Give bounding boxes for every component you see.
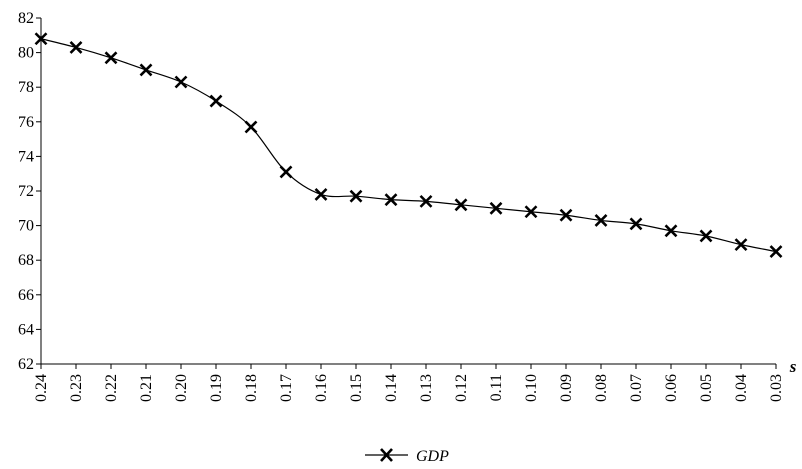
x-tick-label: 0.17 [278,374,295,402]
x-tick-label: 0.09 [558,374,575,402]
data-point [174,75,188,89]
x-tick-label: 0.10 [523,374,540,402]
data-point [489,201,503,215]
x-tick-label: 0.06 [663,374,680,402]
data-point [209,94,223,108]
y-tick-label: 64 [18,321,34,338]
data-point [244,120,258,134]
x-tick-label: 0.07 [628,374,645,402]
x-tick-label: 0.16 [313,374,330,402]
x-tick-label: 0.18 [243,374,260,402]
x-tick-label: 0.12 [453,374,470,402]
data-point [419,194,433,208]
legend-marker-icon [380,448,393,462]
x-tick-label: 0.15 [348,374,365,402]
legend: GDP [365,448,449,465]
x-axis: 0.24 0.23 0.22 0.21 0.20 0.19 0.18 0.17 0.16 0.15… [33,363,785,402]
data-point [69,40,83,54]
y-tick-label: 78 [18,79,34,96]
data-point [524,205,538,219]
y-tick-label: 74 [18,148,34,165]
y-tick-label: 68 [18,252,34,269]
data-point [594,213,608,227]
y-tick-label: 82 [18,10,34,27]
data-point [559,208,573,222]
data-point [349,189,363,203]
x-tick-label: 0.08 [593,374,610,402]
y-axis: 62 64 66 68 70 72 74 76 78 80 82 [18,10,42,373]
legend-label-gdp: GDP [416,448,449,465]
series-line [40,38,777,253]
x-tick-label: 0.21 [138,374,155,402]
data-point [384,193,398,207]
x-tick-label: 0.04 [733,374,750,402]
data-point [664,224,678,238]
data-point [454,198,468,212]
data-point [279,165,293,179]
x-tick-label: 0.11 [488,374,505,401]
data-point [699,229,713,243]
x-tick-label: 0.24 [33,374,50,402]
x-tick-label: 0.03 [768,374,785,402]
x-tick-label: 0.22 [103,374,120,402]
y-tick-label: 80 [18,45,34,62]
data-point [629,217,643,231]
x-tick-label: 0.14 [383,374,400,402]
data-point [104,51,118,65]
y-tick-label: 70 [18,218,34,235]
y-tick-label: 72 [18,183,34,200]
data-point [314,188,328,201]
data-point [139,63,153,77]
data-point [769,245,783,258]
x-tick-label: 0.13 [418,374,435,402]
data-point [734,238,748,252]
y-tick-label: 66 [18,287,34,304]
x-tick-label: 0.23 [68,374,85,402]
data-point [34,32,48,46]
x-tick-label: 0.05 [698,374,715,402]
x-tick-label: 0.20 [173,374,190,402]
series-gdp [34,32,783,258]
y-tick-label: 76 [18,114,34,131]
y-tick-label: 62 [18,356,34,373]
x-axis-label: s [789,357,797,376]
x-tick-label: 0.19 [208,374,225,402]
